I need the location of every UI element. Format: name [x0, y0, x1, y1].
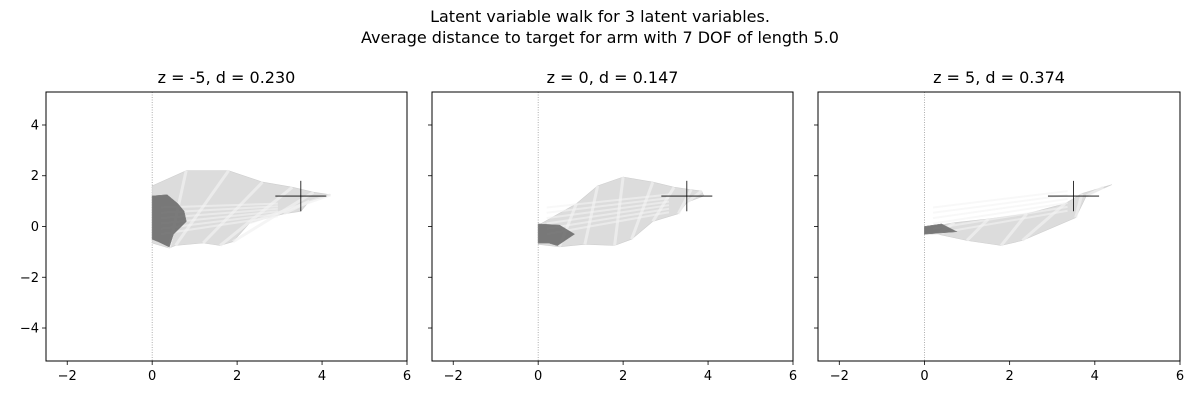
- x-tick-label: 0: [148, 369, 156, 384]
- arm-trace: [932, 194, 1068, 214]
- arm-trace: [685, 189, 703, 204]
- arm-trace: [932, 190, 1068, 209]
- plot-area: [924, 92, 1113, 361]
- arm-dense-outline: [924, 223, 958, 235]
- arm-trace: [546, 193, 670, 209]
- arm-trace: [546, 200, 670, 220]
- arm-dense-outline: [151, 194, 187, 248]
- arm-trace: [546, 197, 670, 214]
- arm-trace: [651, 186, 676, 223]
- x-tick-label: 4: [704, 369, 712, 384]
- x-tick-label: 2: [1006, 369, 1014, 384]
- x-tick-label: −2: [58, 369, 77, 384]
- y-tick-label: 2: [31, 169, 39, 184]
- y-tick-label: −2: [20, 271, 39, 286]
- x-tick-label: 0: [534, 369, 542, 384]
- x-tick-label: −2: [830, 369, 849, 384]
- x-tick-label: 4: [318, 369, 326, 384]
- arm-trace: [613, 176, 625, 246]
- y-tick-label: 0: [31, 220, 39, 235]
- x-tick-label: 6: [1176, 369, 1184, 384]
- arm-trace: [160, 215, 279, 236]
- figure-title-line2: Average distance to target for arm with …: [361, 28, 839, 47]
- arm-trace: [932, 197, 1068, 220]
- subplot-z-0: z = 0, d = 0.147 −2 0 2 4 6: [428, 68, 797, 384]
- x-tick-label: −2: [444, 369, 463, 384]
- x-tick-label: 4: [1091, 369, 1099, 384]
- arm-trace: [965, 217, 990, 242]
- arm-trace: [546, 207, 670, 230]
- arm-trace: [1085, 185, 1105, 198]
- x-tick-label: 2: [619, 369, 627, 384]
- subplot-z-plus-5: z = 5, d = 0.374 −2 0 2 4 6: [814, 68, 1184, 384]
- arm-trace: [583, 185, 600, 245]
- arm-trace: [546, 204, 670, 225]
- arm-trace: [630, 181, 655, 240]
- x-tick-label: 6: [403, 369, 411, 384]
- y-tick-label: 4: [31, 118, 39, 133]
- arm-trace: [932, 201, 1068, 225]
- subplot-title: z = 0, d = 0.147: [547, 68, 679, 87]
- subplot-z-minus-5: z = -5, d = 0.230 −2 0 2 4 6 4 2 0 −2 −4: [20, 68, 411, 384]
- subplot-title: z = -5, d = 0.230: [158, 68, 296, 87]
- x-tick-label: 6: [789, 369, 797, 384]
- subplot-title: z = 5, d = 0.374: [933, 68, 1065, 87]
- arm-trace: [677, 189, 693, 215]
- x-tick-label: 2: [233, 369, 241, 384]
- arm-trace: [1074, 193, 1084, 219]
- y-tick-label: −4: [20, 322, 39, 337]
- arm-trace: [283, 199, 310, 216]
- x-tick-label: 0: [920, 369, 928, 384]
- arm-trace: [1021, 202, 1066, 242]
- arm-trace: [932, 209, 1068, 236]
- plot-area: [151, 92, 332, 361]
- figure-title-line1: Latent variable walk for 3 latent variab…: [430, 7, 770, 26]
- arm-trace: [174, 169, 230, 247]
- plot-area: [537, 92, 713, 361]
- arm-dense-outline: [537, 223, 575, 246]
- arm-trace: [932, 205, 1068, 230]
